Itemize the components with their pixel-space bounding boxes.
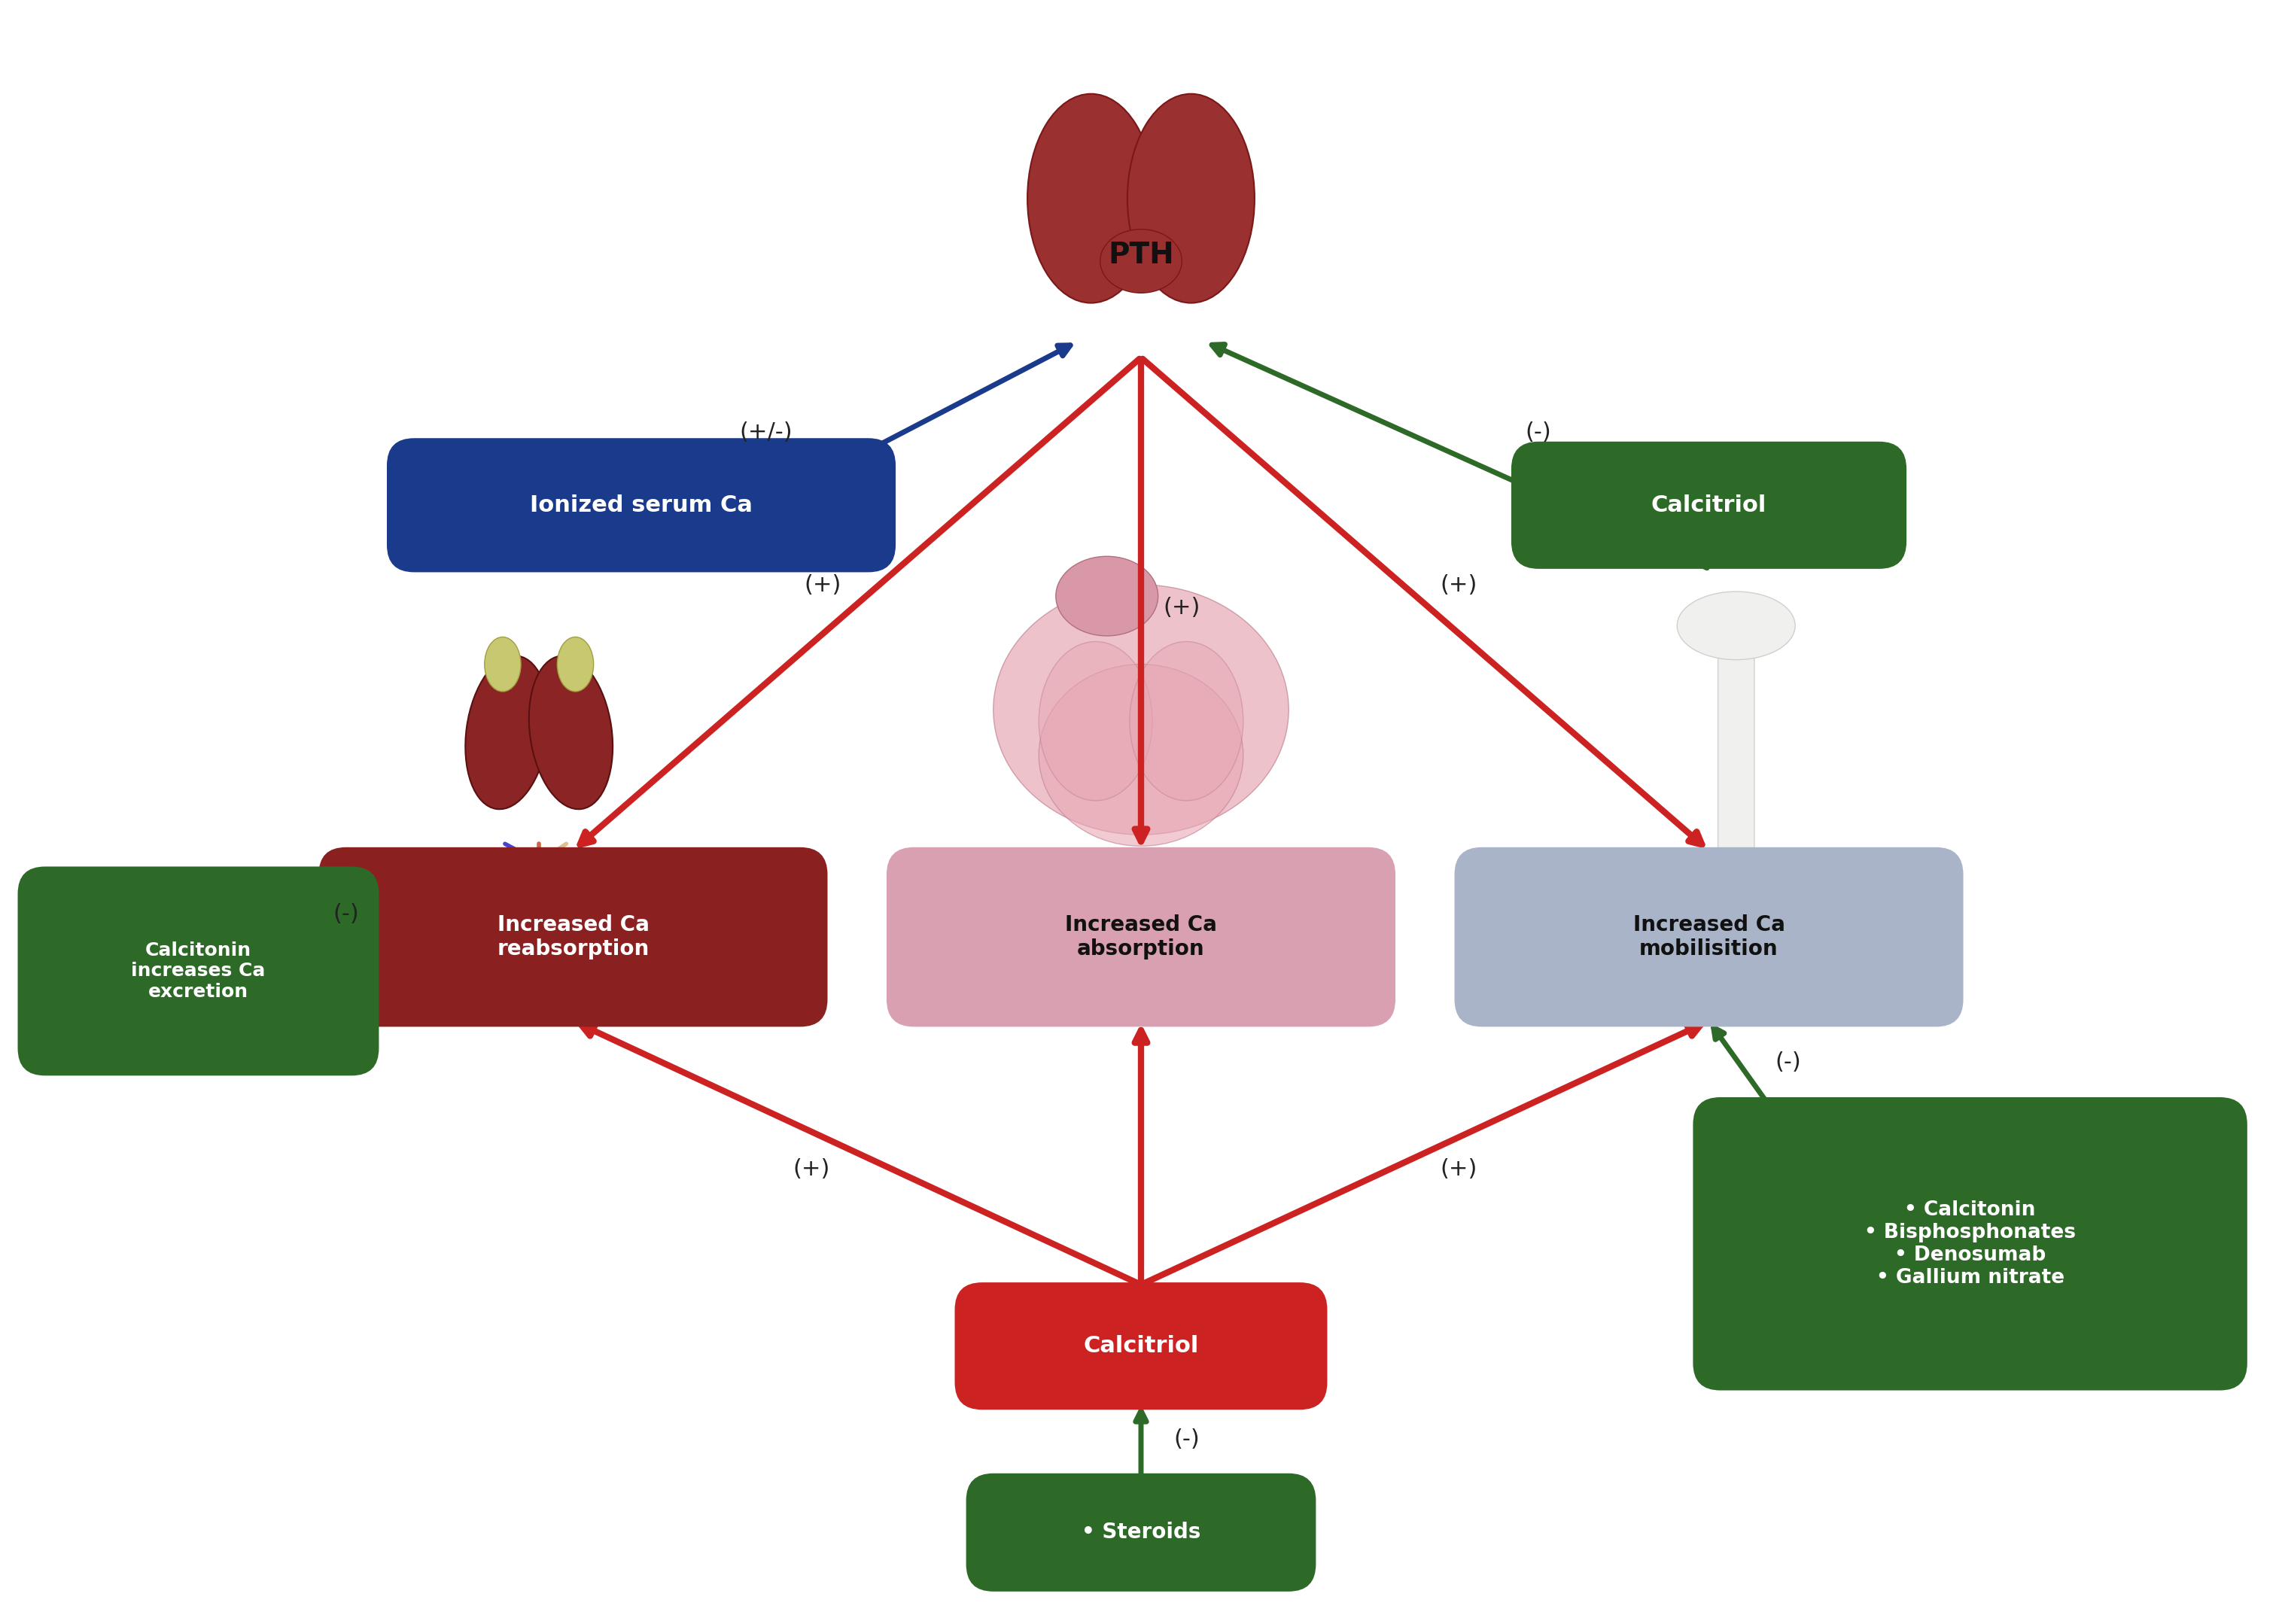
Text: Increased Ca
mobilisition: Increased Ca mobilisition — [1634, 914, 1785, 960]
Text: Calcitonin
increases Ca
excretion: Calcitonin increases Ca excretion — [130, 942, 265, 1000]
Text: (+): (+) — [1440, 1158, 1479, 1179]
FancyBboxPatch shape — [1454, 848, 1963, 1026]
Text: • Calcitonin
• Bisphosphonates
• Denosumab
• Gallium nitrate: • Calcitonin • Bisphosphonates • Denosum… — [1864, 1200, 2077, 1288]
Ellipse shape — [1677, 591, 1796, 659]
Text: Calcitriol: Calcitriol — [1652, 494, 1766, 516]
Ellipse shape — [557, 637, 593, 692]
Text: (-): (-) — [1173, 1429, 1200, 1450]
Text: (+): (+) — [803, 573, 842, 596]
Ellipse shape — [1038, 641, 1152, 801]
FancyBboxPatch shape — [954, 1283, 1328, 1410]
Ellipse shape — [529, 656, 614, 809]
FancyBboxPatch shape — [1693, 1098, 2248, 1390]
Ellipse shape — [993, 585, 1289, 835]
FancyBboxPatch shape — [888, 848, 1394, 1026]
Text: (+): (+) — [1440, 573, 1479, 596]
Ellipse shape — [1727, 851, 1791, 919]
FancyBboxPatch shape — [319, 848, 828, 1026]
Ellipse shape — [1682, 851, 1746, 919]
Text: (-): (-) — [333, 903, 358, 926]
Ellipse shape — [1127, 94, 1255, 304]
Ellipse shape — [488, 853, 589, 976]
FancyBboxPatch shape — [18, 867, 379, 1075]
Ellipse shape — [1130, 641, 1244, 801]
Ellipse shape — [1100, 229, 1182, 292]
FancyBboxPatch shape — [965, 1473, 1317, 1592]
Text: • Steroids: • Steroids — [1082, 1522, 1200, 1543]
Ellipse shape — [1057, 557, 1157, 637]
Text: (-): (-) — [1524, 422, 1552, 443]
Text: Ionized serum Ca: Ionized serum Ca — [529, 494, 753, 516]
FancyBboxPatch shape — [388, 438, 895, 572]
Ellipse shape — [484, 637, 520, 692]
FancyBboxPatch shape — [1511, 442, 1905, 568]
Text: (+/-): (+/-) — [739, 422, 792, 443]
Text: PTH: PTH — [1109, 240, 1173, 270]
Text: (+): (+) — [794, 1158, 831, 1179]
Ellipse shape — [1038, 664, 1244, 846]
FancyBboxPatch shape — [1718, 625, 1755, 885]
Text: (-): (-) — [1775, 1051, 1800, 1073]
Text: Increased Ca
absorption: Increased Ca absorption — [1066, 914, 1216, 960]
Text: Increased Ca
reabsorption: Increased Ca reabsorption — [497, 914, 648, 960]
Ellipse shape — [1027, 94, 1155, 304]
Text: Calcitriol: Calcitriol — [1084, 1335, 1198, 1358]
Text: (+): (+) — [1164, 596, 1200, 619]
Ellipse shape — [466, 656, 550, 809]
